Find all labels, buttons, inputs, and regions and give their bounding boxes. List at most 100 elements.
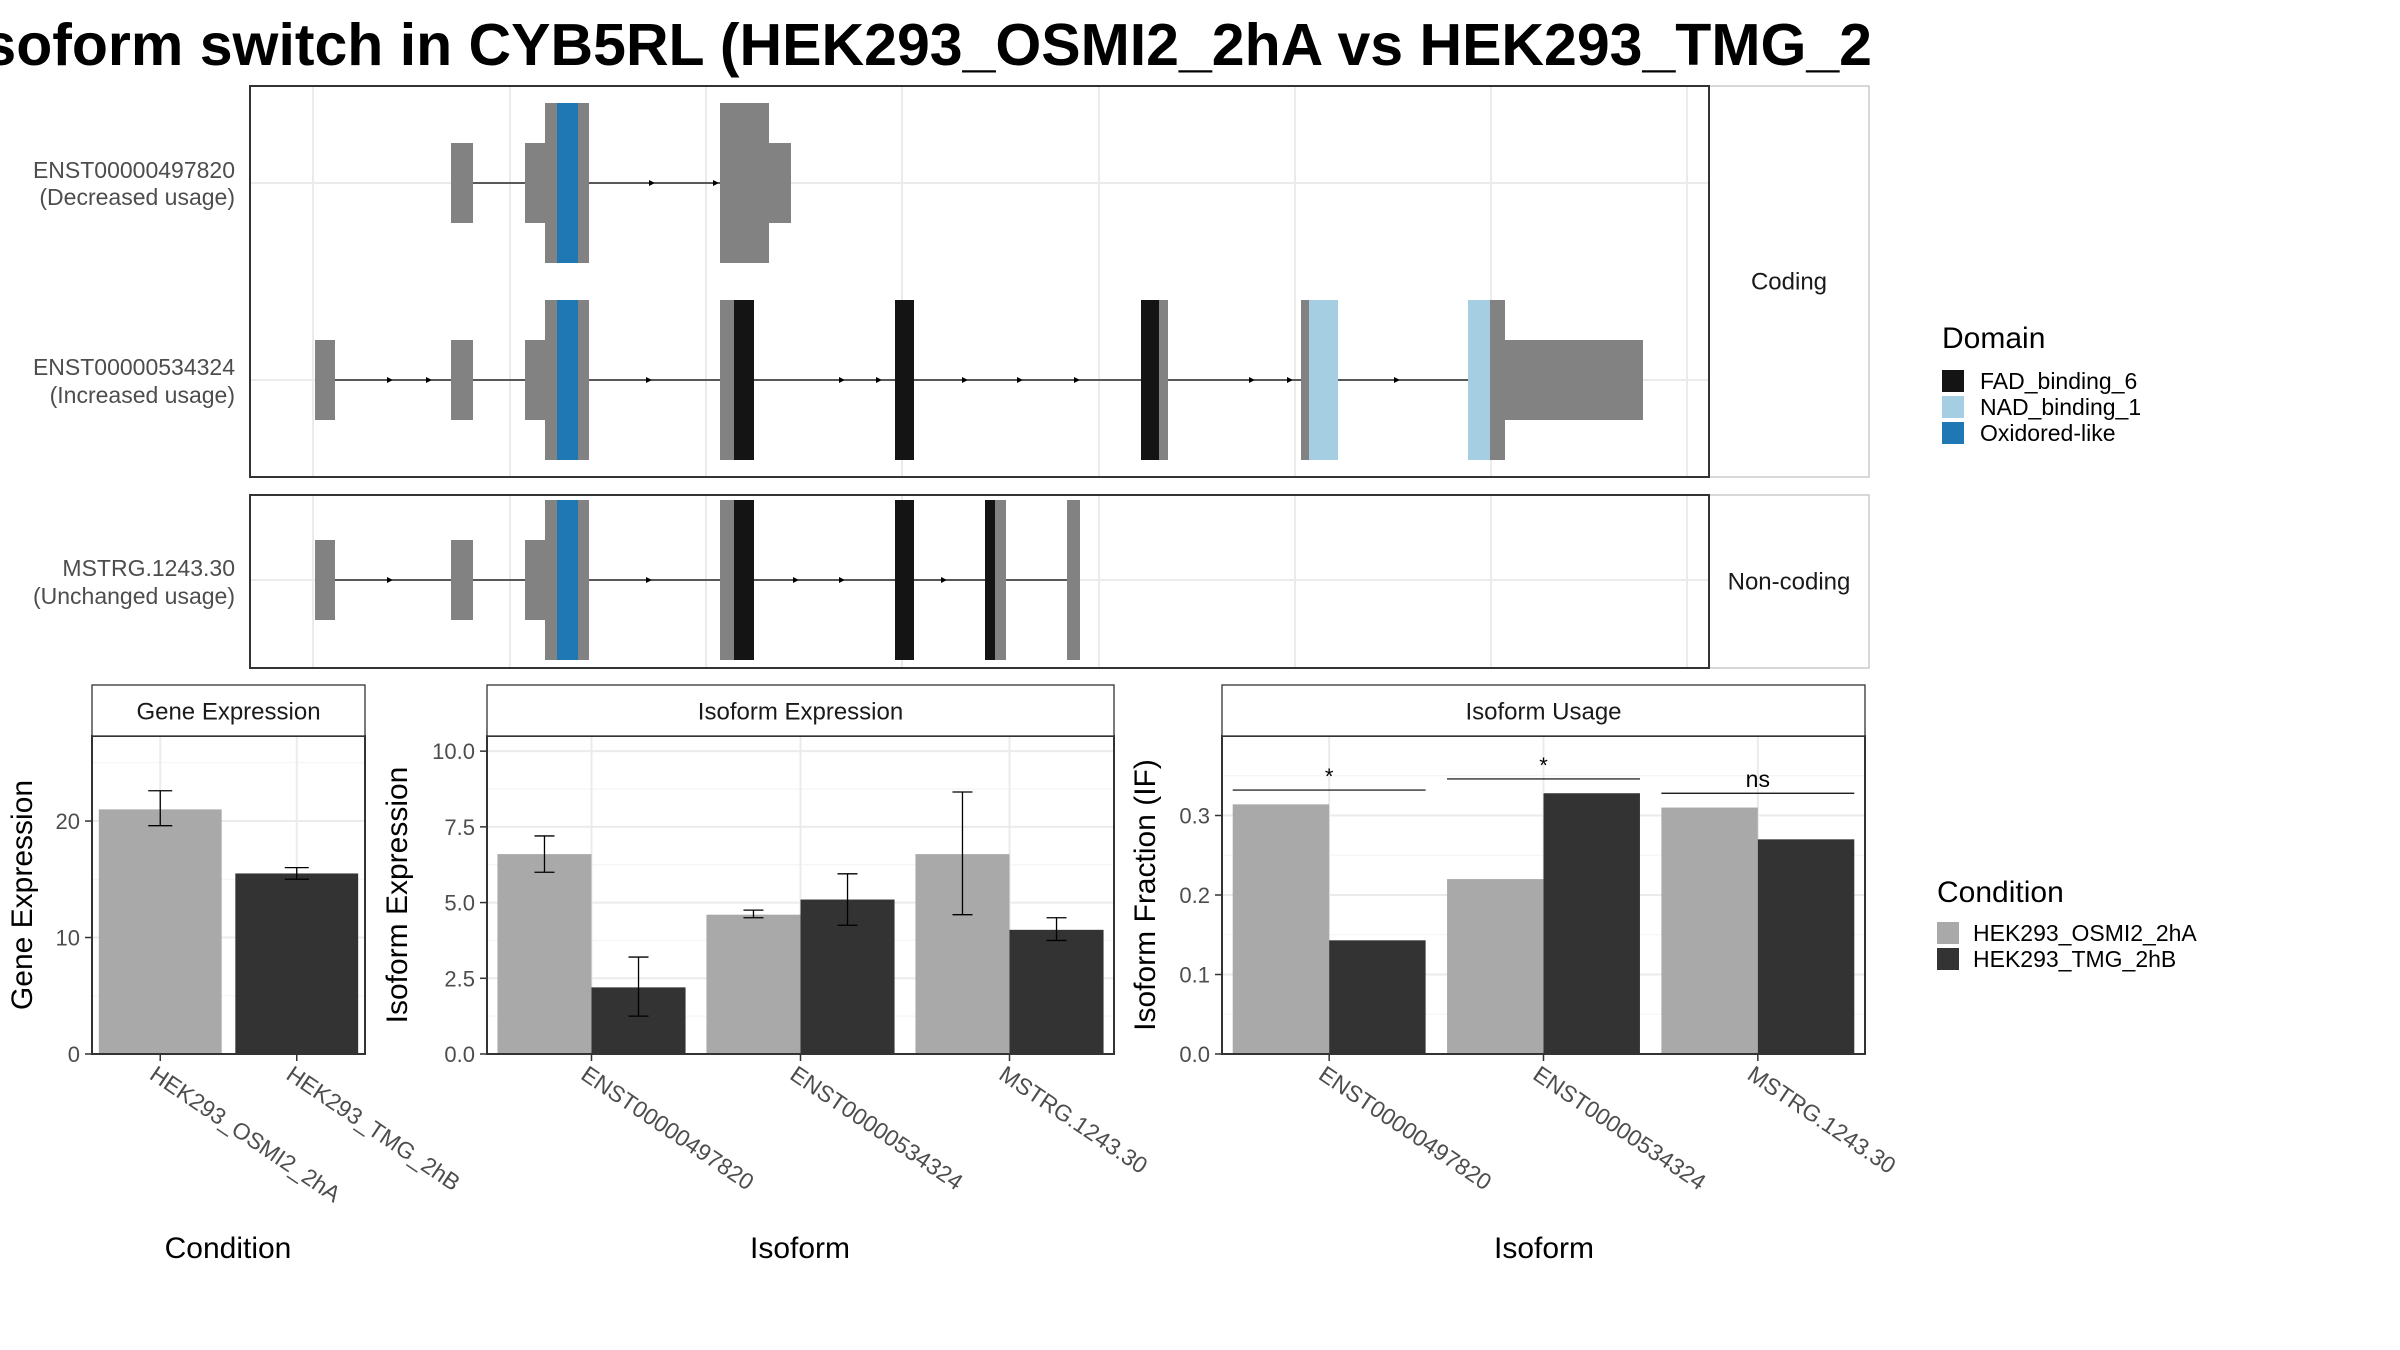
intron-arrow bbox=[793, 577, 799, 583]
exon bbox=[1505, 340, 1643, 420]
legend-key-fad-binding-6 bbox=[1942, 370, 1964, 392]
x-axis-title: Isoform bbox=[1494, 1232, 1594, 1265]
facet-strip-label: Coding bbox=[1751, 269, 1827, 296]
facet-strip bbox=[1708, 85, 1870, 478]
facet-coding: Coding bbox=[250, 85, 1870, 478]
intron-arrow bbox=[646, 577, 652, 583]
intron-arrow bbox=[1394, 377, 1400, 383]
bar bbox=[497, 854, 592, 1054]
domain-oxidored-like bbox=[557, 300, 578, 460]
legend-label: HEK293_OSMI2_2hA bbox=[1973, 920, 2197, 946]
transcript-ENST00000534324 bbox=[315, 300, 1643, 460]
intron-arrow bbox=[876, 377, 882, 383]
exon bbox=[720, 300, 734, 460]
intron-arrow bbox=[387, 577, 393, 583]
legend-label: Oxidored-like bbox=[1980, 420, 2116, 446]
exon bbox=[1159, 300, 1168, 460]
x-tick-label: MSTRG.1243.30 bbox=[1743, 1061, 1901, 1179]
y-tick-label: 2.5 bbox=[444, 966, 475, 991]
legend-key-condition bbox=[1937, 922, 1959, 944]
domain-fad-binding-6 bbox=[1141, 300, 1159, 460]
transcript-label: MSTRG.1243.30(Unchanged usage) bbox=[33, 555, 235, 609]
domain-fad-binding-6 bbox=[895, 500, 914, 660]
bar bbox=[98, 809, 222, 1054]
domain-legend: Domain FAD_binding_6NAD_binding_1Oxidored… bbox=[1942, 322, 2141, 446]
legend-label: FAD_binding_6 bbox=[1980, 368, 2137, 394]
condition-legend-title: Condition bbox=[1937, 876, 2064, 909]
exon bbox=[525, 340, 545, 420]
y-tick-label: 0.1 bbox=[1179, 963, 1210, 988]
transcript-id-label: MSTRG.1243.30 bbox=[62, 555, 235, 581]
panel-title: Isoform Usage bbox=[1465, 699, 1621, 726]
bar bbox=[1543, 793, 1640, 1054]
intron-arrow bbox=[713, 180, 719, 186]
bar bbox=[1757, 839, 1855, 1054]
y-tick-label: 0.2 bbox=[1179, 883, 1210, 908]
intron-arrow bbox=[839, 377, 845, 383]
y-tick-label: 0 bbox=[68, 1042, 80, 1067]
transcript-label: ENST00000534324(Increased usage) bbox=[33, 354, 235, 408]
exon bbox=[525, 143, 545, 223]
exon bbox=[315, 540, 335, 620]
panel-strip bbox=[486, 684, 1115, 737]
y-axis-title: Isoform Fraction (IF) bbox=[1129, 759, 1162, 1031]
exon bbox=[315, 340, 335, 420]
legend-key-nad-binding-1 bbox=[1942, 396, 1964, 418]
intron-arrow bbox=[1249, 377, 1255, 383]
y-tick-label: 0.0 bbox=[444, 1042, 475, 1067]
x-tick-label: ENST00000497820 bbox=[1314, 1061, 1496, 1196]
significance-label: * bbox=[1539, 753, 1548, 778]
x-tick-label: ENST00000534324 bbox=[1529, 1061, 1711, 1196]
intron-arrow bbox=[1287, 377, 1293, 383]
exon bbox=[451, 143, 473, 223]
y-axis-title: Gene Expression bbox=[6, 780, 39, 1010]
transcript-id-label: ENST00000497820 bbox=[33, 157, 235, 183]
legend-label: NAD_binding_1 bbox=[1980, 394, 2141, 420]
exon bbox=[525, 540, 545, 620]
domain-fad-binding-6 bbox=[734, 500, 754, 660]
bar bbox=[1232, 804, 1330, 1054]
domain-fad-binding-6 bbox=[985, 500, 995, 660]
bar bbox=[706, 914, 801, 1054]
exon bbox=[451, 540, 473, 620]
exon bbox=[1301, 300, 1309, 460]
exon bbox=[1067, 500, 1080, 660]
intron-arrow bbox=[941, 577, 947, 583]
facet-panel-bg bbox=[250, 86, 1709, 477]
bar bbox=[235, 873, 359, 1054]
exon bbox=[1490, 300, 1505, 460]
legend-label: HEK293_TMG_2hB bbox=[1973, 946, 2176, 972]
facet-strip bbox=[1708, 494, 1870, 669]
intron-arrow bbox=[387, 377, 393, 383]
exon bbox=[769, 143, 791, 223]
x-axis-title: Isoform bbox=[750, 1232, 850, 1265]
intron-arrow bbox=[962, 377, 968, 383]
panel-title: Isoform Expression bbox=[698, 699, 903, 726]
domain-fad-binding-6 bbox=[734, 300, 754, 460]
x-tick-label: ENST00000534324 bbox=[786, 1061, 968, 1196]
domain-nad-binding-1 bbox=[1309, 300, 1338, 460]
domain-fad-binding-6 bbox=[895, 300, 914, 460]
transcript-panel: Coding Non-coding ENST00000497820(Decrease… bbox=[33, 85, 1870, 669]
y-tick-label: 7.5 bbox=[444, 815, 475, 840]
domain-legend-title: Domain bbox=[1942, 322, 2045, 355]
intron-arrow bbox=[1074, 377, 1080, 383]
transcript-ENST00000497820 bbox=[451, 103, 791, 263]
bar bbox=[1329, 940, 1426, 1054]
x-axis-title: Condition bbox=[165, 1232, 292, 1265]
bar bbox=[1661, 807, 1758, 1054]
legend-key-condition bbox=[1937, 948, 1959, 970]
transcript-MSTRG.1243.30 bbox=[315, 500, 1080, 660]
intron-arrow bbox=[649, 180, 655, 186]
x-tick-label: MSTRG.1243.30 bbox=[995, 1061, 1153, 1179]
facet-panel-border bbox=[249, 494, 1710, 669]
intron-arrow bbox=[646, 377, 652, 383]
exon bbox=[451, 340, 473, 420]
page-title: Isoform switch in CYB5RL (HEK293_OSMI2_2… bbox=[0, 12, 1870, 78]
bar bbox=[1009, 929, 1104, 1054]
domain-oxidored-like bbox=[557, 500, 578, 660]
domain-oxidored-like bbox=[557, 103, 578, 263]
facet-strip-label: Non-coding bbox=[1728, 569, 1851, 596]
